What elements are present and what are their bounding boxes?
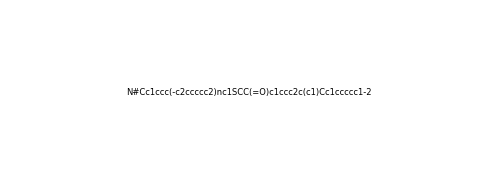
Text: N#Cc1ccc(-c2ccccc2)nc1SCC(=O)c1ccc2c(c1)Cc1ccccc1-2: N#Cc1ccc(-c2ccccc2)nc1SCC(=O)c1ccc2c(c1)… — [126, 88, 372, 97]
